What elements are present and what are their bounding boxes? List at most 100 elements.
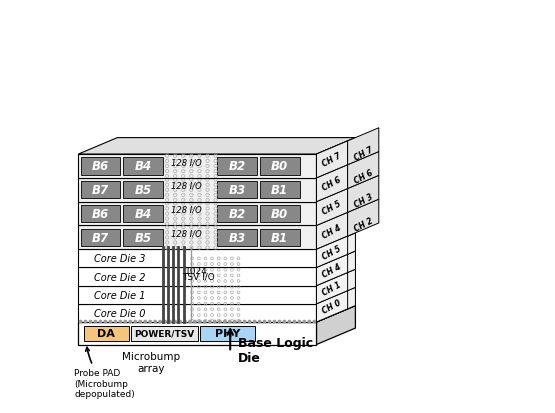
- Text: B6: B6: [92, 160, 109, 173]
- Circle shape: [109, 320, 112, 323]
- Polygon shape: [347, 152, 379, 189]
- Text: B3: B3: [229, 184, 246, 197]
- Polygon shape: [78, 270, 355, 286]
- Text: Core Die 3: Core Die 3: [94, 254, 145, 264]
- Text: CH 7: CH 7: [352, 145, 374, 162]
- Text: Probe PAD
(Microbump
depopulated): Probe PAD (Microbump depopulated): [74, 347, 135, 398]
- Text: B1: B1: [271, 184, 288, 197]
- Polygon shape: [316, 237, 347, 268]
- Polygon shape: [123, 206, 163, 223]
- Text: 128 I/O: 128 I/O: [170, 205, 201, 214]
- Circle shape: [268, 320, 271, 323]
- Circle shape: [194, 320, 196, 323]
- Text: 128 I/O: 128 I/O: [170, 229, 201, 238]
- Circle shape: [129, 320, 132, 323]
- Circle shape: [239, 320, 241, 323]
- Polygon shape: [316, 233, 355, 268]
- Text: B2: B2: [229, 160, 246, 173]
- Circle shape: [219, 320, 221, 323]
- Polygon shape: [78, 304, 316, 322]
- Text: Microbump
array: Microbump array: [122, 351, 180, 373]
- Circle shape: [224, 320, 226, 323]
- Circle shape: [229, 320, 231, 323]
- Polygon shape: [316, 209, 355, 250]
- Circle shape: [189, 320, 191, 323]
- Circle shape: [308, 320, 311, 323]
- Polygon shape: [316, 186, 355, 226]
- Polygon shape: [78, 155, 316, 178]
- Text: Core Die 2: Core Die 2: [94, 272, 145, 282]
- Circle shape: [199, 320, 201, 323]
- Circle shape: [84, 320, 87, 323]
- Text: CH 1: CH 1: [321, 280, 343, 297]
- Polygon shape: [316, 252, 355, 286]
- Text: CH 4: CH 4: [321, 262, 343, 279]
- Circle shape: [254, 320, 256, 323]
- Text: Base Logic
Die: Base Logic Die: [238, 336, 313, 364]
- Circle shape: [149, 320, 152, 323]
- Circle shape: [209, 320, 211, 323]
- Text: B5: B5: [134, 231, 152, 244]
- Polygon shape: [316, 162, 355, 202]
- Circle shape: [303, 320, 306, 323]
- Circle shape: [293, 320, 296, 323]
- Polygon shape: [78, 162, 355, 178]
- Polygon shape: [347, 199, 379, 237]
- Polygon shape: [78, 186, 355, 202]
- Circle shape: [234, 320, 236, 323]
- Polygon shape: [78, 322, 316, 345]
- Circle shape: [94, 320, 97, 323]
- Polygon shape: [316, 142, 347, 178]
- Circle shape: [119, 320, 122, 323]
- Text: PHY: PHY: [215, 328, 240, 338]
- Polygon shape: [316, 165, 347, 202]
- Polygon shape: [316, 213, 347, 250]
- Circle shape: [124, 320, 127, 323]
- Polygon shape: [78, 233, 355, 250]
- Circle shape: [204, 320, 206, 323]
- Polygon shape: [80, 229, 120, 247]
- Polygon shape: [78, 226, 316, 250]
- Polygon shape: [78, 252, 355, 268]
- Circle shape: [179, 320, 181, 323]
- Polygon shape: [316, 270, 355, 304]
- Polygon shape: [218, 206, 257, 223]
- Polygon shape: [123, 158, 163, 175]
- Polygon shape: [316, 162, 355, 202]
- Polygon shape: [78, 288, 355, 304]
- Circle shape: [89, 320, 92, 323]
- Polygon shape: [78, 306, 355, 322]
- Text: B0: B0: [271, 160, 288, 173]
- Circle shape: [164, 320, 166, 323]
- Circle shape: [288, 320, 291, 323]
- Circle shape: [184, 320, 186, 323]
- Circle shape: [169, 320, 171, 323]
- Circle shape: [259, 320, 261, 323]
- Polygon shape: [347, 176, 379, 213]
- Circle shape: [264, 320, 266, 323]
- Polygon shape: [316, 138, 355, 178]
- Polygon shape: [316, 186, 355, 226]
- Polygon shape: [218, 229, 257, 247]
- Text: TSV I/O: TSV I/O: [182, 271, 215, 280]
- Text: CH 5: CH 5: [321, 244, 343, 261]
- Text: CH 5: CH 5: [321, 199, 343, 216]
- Circle shape: [283, 320, 286, 323]
- Polygon shape: [260, 206, 300, 223]
- Polygon shape: [316, 288, 355, 322]
- Circle shape: [114, 320, 117, 323]
- Circle shape: [244, 320, 246, 323]
- Circle shape: [214, 320, 216, 323]
- Text: B5: B5: [134, 184, 152, 197]
- Polygon shape: [316, 252, 355, 286]
- Circle shape: [104, 320, 107, 323]
- Polygon shape: [78, 178, 316, 202]
- Polygon shape: [316, 189, 347, 226]
- Text: CH 1: CH 1: [325, 278, 347, 296]
- Polygon shape: [316, 273, 347, 304]
- Circle shape: [298, 320, 301, 323]
- Circle shape: [159, 320, 162, 323]
- Circle shape: [313, 320, 315, 323]
- Text: DA: DA: [97, 328, 115, 338]
- Text: CH 0: CH 0: [325, 296, 347, 314]
